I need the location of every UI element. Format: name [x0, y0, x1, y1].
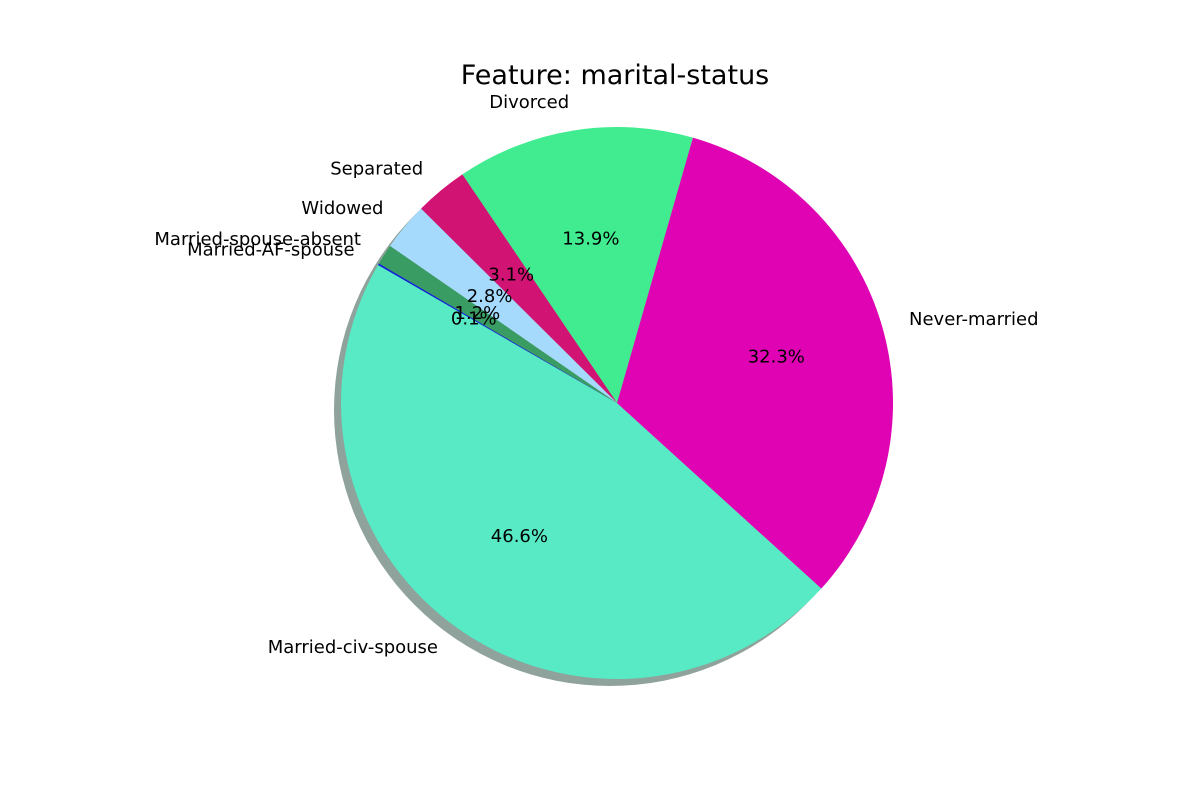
pie-label-divorced: Divorced: [489, 92, 569, 113]
pie-slice-separated: [421, 174, 617, 403]
pie-slice-married-civ-spouse: [341, 265, 822, 679]
chart-title: Feature: marital-status: [460, 60, 770, 91]
pie-label-widowed: Widowed: [301, 198, 383, 219]
pie-slice-never-married: [617, 137, 893, 589]
pie-label-separated: Separated: [330, 158, 423, 179]
pie-labels: Married-civ-spouse 46.6% Never-married 32.3…: [154, 92, 1038, 658]
pie-slices: [341, 126, 893, 679]
pie-label-never-married: Never-married: [909, 309, 1039, 330]
pie-label-married-spouse-absent: Married-spouse-absent: [154, 229, 361, 250]
pie-value-label-married-spouse-absent: 1.2%: [455, 303, 501, 324]
pie-slice-widowed: [390, 208, 617, 403]
pie-slice-married-spouse-absent: [378, 245, 617, 403]
pie-value-label-separated: 3.1%: [488, 265, 534, 286]
pie-label-married-af-spouse: Married-AF-spouse: [187, 239, 354, 260]
pie-label-married-civ-spouse: Married-civ-spouse: [268, 637, 438, 658]
pie-value-label-divorced: 13.9%: [562, 229, 619, 250]
pie-value-label-widowed: 2.8%: [467, 286, 513, 307]
pie-slice-married-af-spouse: [377, 263, 617, 403]
pie-value-label-married-af-spouse: 0.1%: [451, 309, 497, 330]
pie-value-label-married-civ-spouse: 46.6%: [491, 526, 548, 547]
pie-value-label-never-married: 32.3%: [748, 347, 805, 368]
pie-slice-divorced: [462, 126, 693, 404]
